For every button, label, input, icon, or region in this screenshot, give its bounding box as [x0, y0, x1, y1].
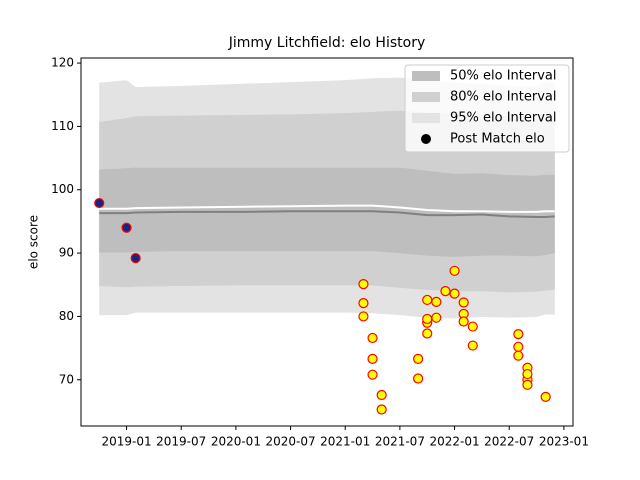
elo-line	[99, 204, 555, 213]
match-point	[413, 353, 424, 364]
match-point	[467, 321, 478, 332]
match-point	[413, 373, 424, 384]
match-point	[130, 253, 141, 264]
match-point	[467, 340, 478, 351]
match-point	[449, 265, 460, 276]
legend-label: 50% elo Interval	[450, 69, 557, 84]
chart-title: Jimmy Litchfield: elo History	[228, 35, 425, 51]
match-point	[449, 288, 460, 299]
y-tick-label: 120	[51, 56, 74, 70]
legend-label: Post Match elo	[450, 132, 545, 147]
legend-label: 95% elo Interval	[450, 111, 557, 126]
match-point	[376, 404, 387, 415]
match-point	[458, 316, 469, 327]
match-point	[540, 391, 551, 402]
match-point	[422, 294, 433, 306]
match-point	[94, 197, 105, 209]
match-point	[358, 279, 369, 290]
legend-label: 80% elo Interval	[450, 90, 557, 105]
y-tick-label: 70	[59, 372, 74, 386]
match-point	[431, 312, 442, 323]
match-point	[358, 311, 369, 322]
plot-frame	[80, 57, 574, 427]
match-point	[513, 350, 524, 361]
match-point	[522, 368, 533, 380]
x-tick-label: 2022-07	[484, 435, 534, 449]
match-point	[522, 379, 533, 390]
legend-swatch	[412, 92, 440, 102]
legend-swatch	[412, 71, 440, 81]
y-axis-label: elo score	[27, 215, 41, 269]
x-tick-label: 2020-07	[265, 435, 315, 449]
match-point	[367, 369, 378, 380]
x-tick-label: 2023-01	[539, 435, 589, 449]
x-tick-label: 2020-01	[211, 435, 261, 449]
match-point	[121, 222, 132, 233]
x-tick-label: 2021-01	[320, 435, 370, 449]
match-point	[358, 298, 369, 309]
x-tick-label: 2019-01	[101, 435, 151, 449]
match-point	[367, 332, 378, 344]
y-tick-label: 80	[59, 309, 74, 323]
match-point	[367, 353, 378, 364]
match-point	[458, 297, 469, 308]
match-point	[422, 313, 433, 325]
legend-marker	[421, 134, 431, 144]
match-point	[376, 389, 387, 401]
match-point	[513, 329, 524, 340]
y-tick-label: 90	[59, 246, 74, 260]
match-point	[513, 341, 524, 352]
x-tick-label: 2022-01	[429, 435, 479, 449]
match-point	[431, 296, 442, 307]
y-tick-label: 100	[51, 182, 74, 196]
match-point	[440, 285, 451, 297]
x-tick-label: 2019-07	[156, 435, 206, 449]
legend-swatch	[412, 113, 440, 123]
match-point	[422, 328, 433, 339]
x-tick-label: 2021-07	[375, 435, 425, 449]
legend-box	[404, 64, 570, 153]
elo-line	[99, 210, 555, 218]
y-tick-label: 110	[51, 119, 74, 133]
